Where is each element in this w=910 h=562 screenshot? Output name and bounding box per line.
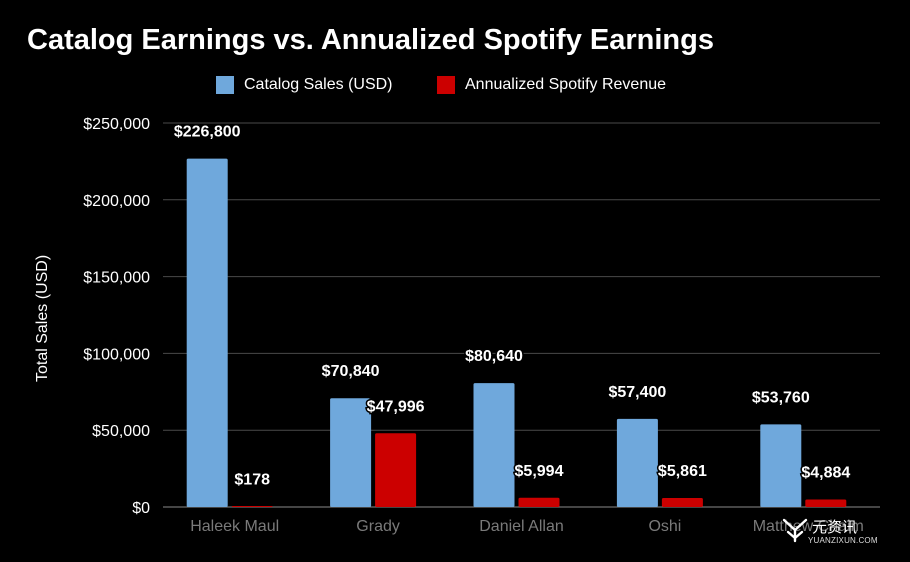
bar (231, 506, 273, 507)
chart-title: Catalog Earnings vs. Annualized Spotify … (27, 24, 714, 56)
y-tick-label: $100,000 (83, 346, 150, 363)
data-label: $80,640 (465, 348, 523, 365)
legend-item-catalog: Catalog Sales (USD) (216, 74, 393, 96)
data-label: $53,760 (752, 389, 810, 406)
legend-label-spotify: Annualized Spotify Revenue (465, 76, 667, 93)
watermark: 元资讯 YUANZIXUN.COM (782, 514, 892, 550)
bar (518, 497, 560, 507)
bars (186, 158, 847, 507)
data-label: $178 (234, 472, 270, 489)
data-label: $5,994 (515, 463, 564, 480)
bar (616, 418, 658, 507)
bar (375, 433, 417, 507)
y-tick-label: $200,000 (83, 193, 150, 210)
data-label: $226,800 (174, 124, 241, 141)
data-label: $4,884 (801, 464, 850, 481)
bar (473, 383, 515, 507)
x-tick-label: Matthew Chaim (753, 518, 864, 535)
y-tick-label: $150,000 (83, 270, 150, 287)
y-tick-label: $50,000 (92, 423, 150, 440)
x-tick-label: Haleek Maul (190, 518, 279, 535)
legend-label-catalog: Catalog Sales (USD) (244, 76, 393, 93)
data-label: $57,400 (608, 384, 666, 401)
legend: Catalog Sales (USD) Annualized Spotify R… (0, 74, 910, 96)
x-tick-labels: Haleek Maul Grady Daniel Allan Oshi Matthew … (190, 518, 864, 535)
y-tick-label: $250,000 (83, 116, 150, 133)
bar (330, 398, 372, 507)
data-label: $70,840 (322, 363, 380, 380)
watermark-url: YUANZIXUN.COM (808, 536, 878, 545)
legend-swatch-spotify (437, 76, 455, 94)
legend-item-spotify: Annualized Spotify Revenue (437, 74, 666, 96)
bar (186, 158, 228, 507)
bar (805, 499, 847, 507)
y-tick-labels: $0 $50,000 $100,000 $150,000 $200,000 $250,00… (83, 116, 150, 517)
data-label: $47,996 (367, 398, 425, 415)
y-logo-icon (782, 518, 808, 543)
bar (661, 497, 703, 507)
legend-swatch-catalog (216, 76, 234, 94)
watermark-name: 元资讯 (812, 519, 858, 536)
data-labels: $226,800 $178 $70,840 $47,996 $80,640 $5,994 $… (172, 122, 852, 490)
x-tick-label: Oshi (648, 518, 681, 535)
data-label: $5,861 (658, 463, 707, 480)
x-tick-label: Grady (356, 518, 400, 535)
bar (760, 424, 802, 507)
y-tick-label: $0 (132, 500, 150, 517)
x-tick-label: Daniel Allan (479, 518, 564, 535)
